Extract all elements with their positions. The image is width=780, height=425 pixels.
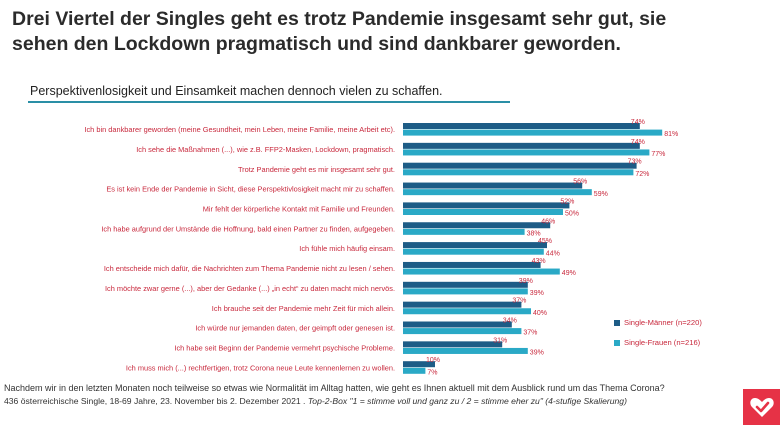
footer-sample: 436 österreichische Single, 18-69 Jahre,… (4, 396, 306, 406)
footer-question: Nachdem wir in den letzten Monaten noch … (4, 383, 665, 393)
value-label: 45% (538, 238, 552, 245)
bar-men (403, 341, 503, 348)
bar-men (403, 142, 640, 149)
value-label: 39% (530, 290, 544, 297)
bar-men (403, 182, 583, 189)
value-label: 46% (541, 218, 555, 225)
bar-men (403, 321, 512, 328)
value-label: 39% (519, 278, 533, 285)
value-label: 37% (523, 330, 537, 337)
value-label: 50% (565, 211, 579, 218)
bar-men (403, 261, 541, 268)
value-label: 74% (631, 139, 645, 146)
bar-men (403, 242, 547, 249)
bar-men (403, 123, 640, 129)
category-label: Ich muss mich (...) rechtfertigen, trotz… (126, 363, 395, 372)
footer-scale: Top-2-Box "1 = stimme voll und ganz zu /… (307, 396, 627, 406)
bar-women (403, 308, 531, 315)
value-label: 72% (635, 171, 649, 178)
bar-men (403, 301, 522, 308)
bar-chart: Ich bin dankbarer geworden (meine Gesund… (84, 119, 678, 376)
value-label: 38% (527, 230, 541, 237)
bar-women (403, 169, 634, 176)
legend-swatch-men (614, 319, 620, 326)
value-label: 49% (562, 270, 576, 277)
heart-check-icon-svg (749, 398, 774, 417)
value-label: 77% (651, 151, 665, 158)
value-label: 73% (628, 159, 642, 166)
value-label: 56% (573, 179, 587, 186)
legend-label-men: Single-Männer (n=220) (624, 318, 702, 327)
value-label: 52% (560, 198, 574, 205)
value-label: 39% (530, 350, 544, 357)
value-label: 40% (533, 310, 547, 317)
bar-men (403, 162, 637, 169)
heart-check-icon (743, 389, 780, 425)
category-label: Ich würde nur jemanden daten, der geimpf… (195, 324, 395, 333)
bar-women (403, 347, 528, 354)
bar-women (403, 228, 525, 235)
bar-women (403, 367, 426, 374)
value-label: 59% (594, 191, 608, 198)
headline: Drei Viertel der Singles geht es trotz P… (12, 8, 667, 55)
bar-women (403, 288, 528, 295)
bar-women (403, 189, 592, 196)
footer-sample-line: 436 österreichische Single, 18-69 Jahre,… (4, 395, 739, 408)
bar-women (403, 268, 560, 275)
category-label: Ich habe seit Beginn der Pandemie vermeh… (174, 343, 395, 352)
category-label: Ich möchte zwar gerne (...), aber der Ge… (105, 284, 395, 293)
category-label: Ich fühle mich häufig einsam. (299, 244, 395, 253)
bar-men (403, 222, 551, 229)
legend-swatch-women (614, 339, 620, 346)
value-label: 37% (512, 298, 526, 305)
bar-women (403, 149, 650, 156)
category-label: Mir fehlt der körperliche Kontakt mit Fa… (203, 205, 395, 214)
category-label: Ich sehe die Maßnahmen (...), wie z.B. F… (136, 145, 395, 154)
legend-item-women: Single-Frauen (n=216) (614, 338, 700, 347)
bar-women (403, 328, 522, 335)
bar-women (403, 248, 544, 255)
bar-women (403, 209, 563, 215)
category-label: Ich brauche seit der Pandemie mehr Zeit … (212, 304, 395, 313)
category-label: Trotz Pandemie geht es mir insgesamt seh… (238, 165, 395, 174)
value-label: 43% (532, 258, 546, 265)
category-label: Es ist kein Ende der Pandemie in Sicht, … (106, 185, 395, 194)
bar-men (403, 202, 570, 209)
bar-men (403, 281, 528, 288)
category-label: Ich habe aufgrund der Umstände die Hoffn… (101, 224, 395, 233)
value-label: 7% (427, 369, 437, 376)
value-label: 44% (546, 250, 560, 257)
value-label: 31% (493, 337, 507, 344)
category-label: Ich bin dankbarer geworden (meine Gesund… (84, 125, 395, 134)
footer: Nachdem wir in den letzten Monaten noch … (4, 382, 739, 408)
legend-item-men: Single-Männer (n=220) (614, 318, 702, 327)
subheadline-underline (28, 101, 510, 103)
bar-women (403, 129, 663, 136)
value-label: 10% (426, 357, 440, 364)
bar-men (403, 361, 435, 368)
subheadline: Perspektivenlosigkeit und Einsamkeit mac… (30, 84, 443, 98)
value-label: 34% (503, 318, 517, 325)
value-label: 74% (631, 119, 645, 126)
legend-label-women: Single-Frauen (n=216) (624, 338, 701, 347)
category-label: Ich entscheide mich dafür, die Nachricht… (104, 264, 395, 273)
value-label: 81% (664, 131, 678, 138)
